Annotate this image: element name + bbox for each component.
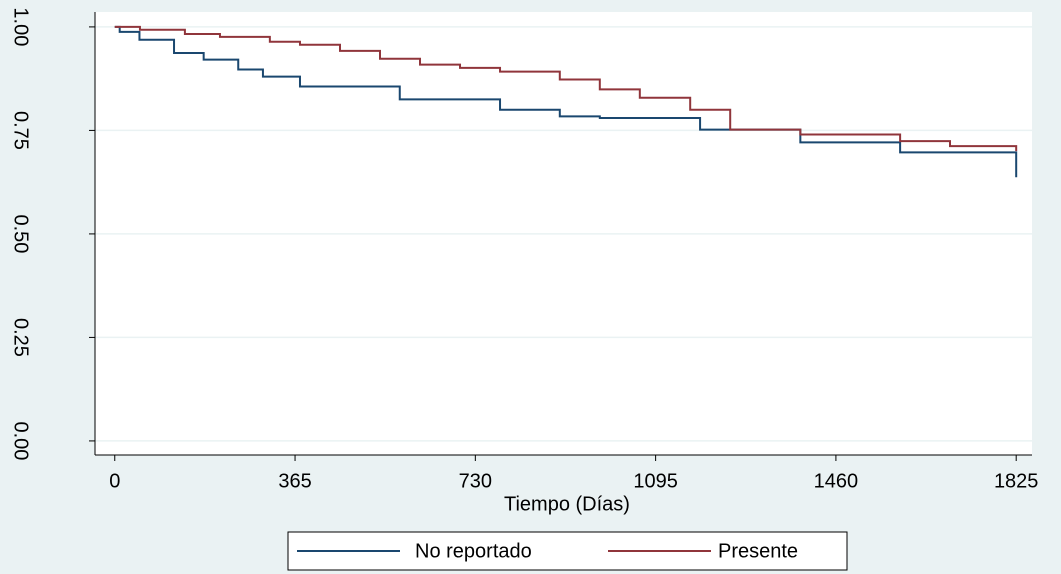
y-tick-label: 1.00 — [10, 7, 32, 46]
x-tick-label: 365 — [278, 470, 311, 492]
y-tick-label: 0.00 — [10, 421, 32, 460]
x-tick-label: 0 — [109, 470, 120, 492]
y-tick-label: 0.75 — [10, 111, 32, 150]
legend-label: Presente — [718, 540, 798, 562]
x-axis-label: Tiempo (Días) — [504, 493, 630, 515]
x-tick-label: 1460 — [814, 470, 859, 492]
x-tick-label: 1095 — [633, 470, 678, 492]
x-tick-label: 730 — [459, 470, 492, 492]
y-tick-label: 0.25 — [10, 318, 32, 357]
survival-line — [114, 25, 1018, 152]
legend-label: No reportado — [415, 540, 532, 562]
y-tick-label: 0.50 — [10, 214, 32, 253]
x-tick-label: 1825 — [994, 470, 1039, 492]
